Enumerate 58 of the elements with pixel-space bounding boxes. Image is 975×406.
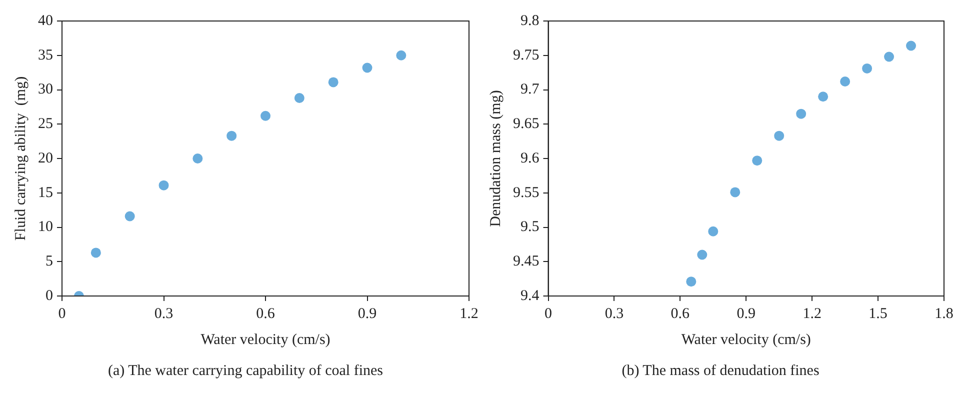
x-tick-label: 0: [58, 306, 66, 322]
point: [90, 248, 101, 258]
y-tick-label: 10: [38, 219, 53, 236]
y-tick-label: 15: [38, 184, 53, 201]
point: [906, 40, 916, 51]
point: [884, 52, 894, 62]
x-tick-label: 0.9: [736, 306, 756, 322]
y-tick-label: 9.55: [513, 184, 540, 201]
y-tick-label: 9.65: [513, 116, 540, 132]
x-tick-label: 0.3: [154, 306, 174, 322]
text: (a) The water carrying capability of coal fines: [106, 363, 384, 380]
y-tick-label: 40: [38, 12, 53, 29]
x-tick-label: 1.2: [460, 306, 478, 322]
point: [730, 187, 740, 198]
point: [328, 77, 338, 88]
point: [396, 50, 406, 60]
point: [752, 156, 762, 166]
y-tick-label: 9.4: [520, 288, 540, 304]
point: [818, 92, 828, 102]
x-tick-label: 0.6: [670, 306, 690, 322]
x-axis-title: Water velocity (cm/s): [681, 332, 811, 348]
point: [840, 76, 850, 86]
point: [862, 63, 872, 74]
point: [686, 276, 696, 287]
y-tick-label: 9.6: [520, 150, 540, 166]
y-tick-label: 9.5: [520, 219, 540, 236]
point: [294, 93, 304, 103]
x-tick-label: 1.2: [802, 306, 822, 322]
point: [362, 62, 372, 73]
text: (b) The mass of denudation fines: [620, 363, 820, 380]
y-axis-title: Fluid carrying ability (mg): [12, 76, 29, 241]
y-tick-label: 20: [38, 150, 53, 166]
y-tick-label: 30: [38, 82, 53, 98]
point: [226, 130, 237, 141]
y-tick-label: 9.8: [520, 12, 540, 29]
point: [158, 180, 169, 190]
x-tick-label: 0.3: [604, 306, 624, 322]
point: [697, 250, 708, 260]
point: [796, 108, 806, 119]
point: [260, 110, 270, 121]
point: [124, 211, 135, 222]
y-axis-title: Denudation mass (mg): [488, 90, 504, 227]
x-axis-title: Water velocity (cm/s): [200, 332, 330, 348]
x-tick-label: 1.8: [934, 306, 954, 322]
y-tick-label: 35: [38, 47, 53, 64]
point: [708, 226, 718, 236]
y-tick-label: 25: [38, 116, 53, 132]
y-tick-label: 9.7: [520, 82, 540, 98]
x-tick-label: 0.6: [256, 306, 276, 322]
x-tick-label: 0: [544, 306, 552, 322]
y-tick-label: 9.75: [513, 47, 540, 64]
point: [774, 130, 784, 141]
point: [192, 154, 203, 164]
y-tick-label: 5: [46, 254, 53, 270]
y-tick-label: 0: [46, 288, 53, 304]
x-tick-label: 0.9: [358, 306, 377, 322]
y-tick-label: 9.45: [513, 254, 540, 270]
x-tick-label: 1.5: [868, 306, 888, 322]
